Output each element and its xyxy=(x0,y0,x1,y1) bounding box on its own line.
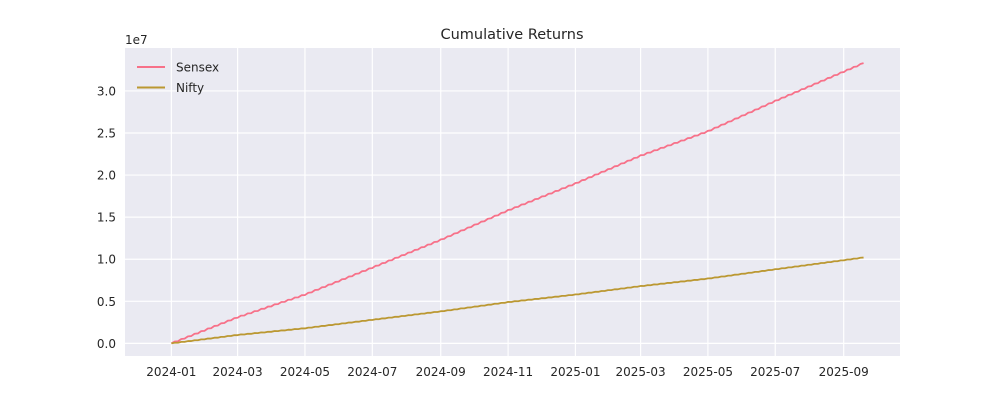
x-tick-label: 2024-09 xyxy=(416,365,466,379)
x-tick-label: 2025-05 xyxy=(683,365,733,379)
x-tick-label: 2024-11 xyxy=(483,365,533,379)
x-tick-label: 2025-07 xyxy=(750,365,800,379)
x-tick-label: 2024-01 xyxy=(146,365,196,379)
plot-area xyxy=(125,48,900,356)
x-tick-label: 2025-01 xyxy=(550,365,600,379)
y-tick-label: 2.5 xyxy=(97,126,116,140)
x-tick-label: 2024-07 xyxy=(347,365,397,379)
y-tick-label: 3.0 xyxy=(97,84,116,98)
y-tick-label: 0.5 xyxy=(97,295,116,309)
y-tick-label: 0.0 xyxy=(97,337,116,351)
x-tick-label: 2024-05 xyxy=(280,365,330,379)
x-axis-ticks: 2024-01 2024-03 2024-05 2024-07 2024-09 2024-… xyxy=(146,365,868,379)
series-line-sensex xyxy=(170,62,864,345)
y-tick-label: 2.0 xyxy=(97,169,116,183)
x-tick-label: 2024-03 xyxy=(213,365,263,379)
legend-label-nifty: Nifty xyxy=(176,81,204,95)
legend: Sensex Nifty xyxy=(137,61,219,95)
series-lines xyxy=(170,62,864,345)
y-tick-label: 1.5 xyxy=(97,211,116,225)
y-scale-label: 1e7 xyxy=(125,33,148,47)
chart-title: Cumulative Returns xyxy=(440,27,583,43)
y-axis-ticks: 0.0 0.5 1.0 1.5 2.0 2.5 3.0 xyxy=(97,84,116,350)
legend-label-sensex: Sensex xyxy=(176,61,219,75)
series-line-nifty xyxy=(171,256,864,345)
x-tick-label: 2025-09 xyxy=(819,365,869,379)
x-tick-label: 2025-03 xyxy=(615,365,665,379)
y-tick-label: 1.0 xyxy=(97,253,116,267)
